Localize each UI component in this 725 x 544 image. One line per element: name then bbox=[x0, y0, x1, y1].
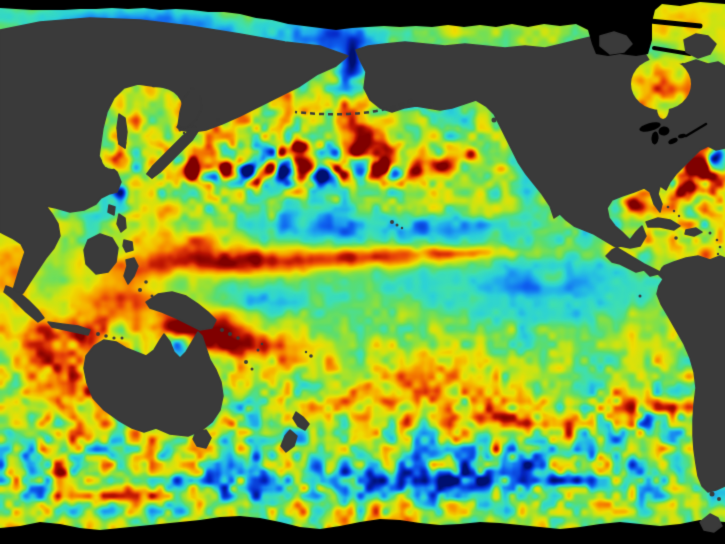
ocean-anomaly-heatmap-canvas bbox=[0, 0, 725, 544]
global-ocean-anomaly-map bbox=[0, 0, 725, 544]
